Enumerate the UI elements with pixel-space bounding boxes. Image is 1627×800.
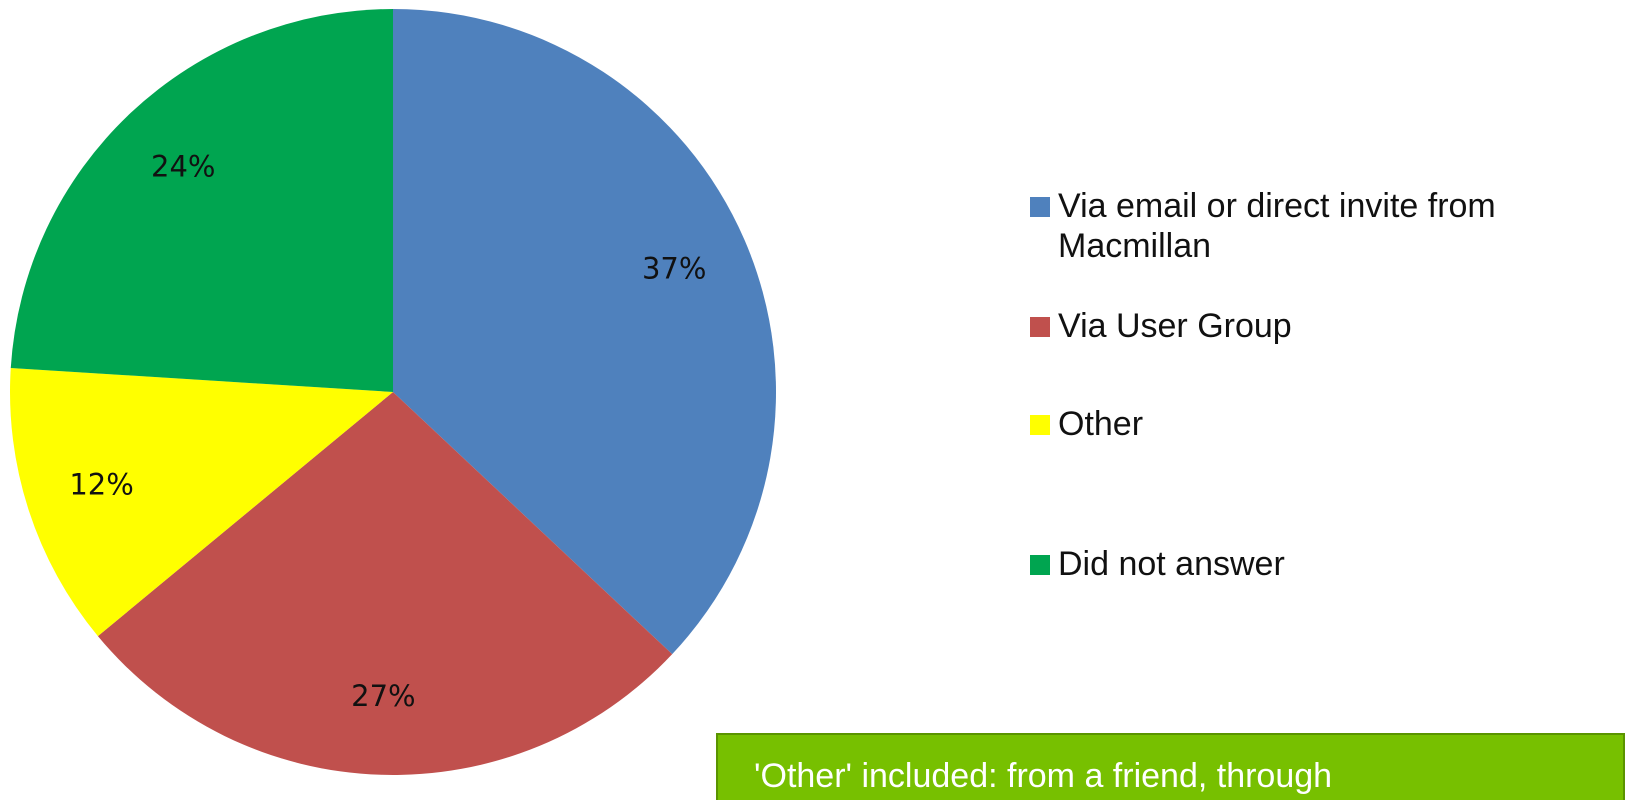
legend-swatch xyxy=(1030,415,1050,435)
slice-label: 27% xyxy=(351,679,415,713)
note-box: 'Other' included: from a friend, through xyxy=(716,733,1625,800)
pie-slice xyxy=(10,9,393,392)
slice-label: 37% xyxy=(642,251,706,285)
legend-swatch xyxy=(1030,197,1050,217)
legend-swatch xyxy=(1030,555,1050,575)
slice-label: 12% xyxy=(69,468,133,502)
legend-swatch xyxy=(1030,317,1050,337)
legend-item: Via User Group xyxy=(1030,306,1598,346)
pie-slice xyxy=(97,392,673,776)
legend-label: Other xyxy=(1058,405,1144,443)
pie-slice xyxy=(9,367,393,637)
legend-item: Via email or direct invite from Macmilla… xyxy=(1030,186,1598,266)
note-text: 'Other' included: from a friend, through xyxy=(754,757,1333,795)
legend-label: Did not answer xyxy=(1058,545,1285,583)
slice-label: 24% xyxy=(151,150,215,184)
pie-slice xyxy=(393,9,777,655)
legend-item: Did not answer xyxy=(1030,544,1598,584)
legend-label: Via User Group xyxy=(1058,307,1292,345)
legend-label: Via email or direct invite from Macmilla… xyxy=(1058,187,1496,265)
legend-item: Other xyxy=(1030,404,1598,444)
